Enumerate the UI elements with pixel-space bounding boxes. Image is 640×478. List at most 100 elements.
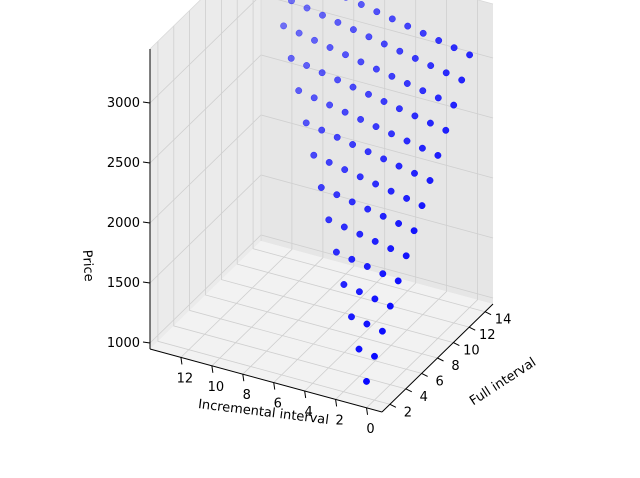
data-point [319,11,326,19]
z-tick [142,341,151,344]
data-point [357,58,365,66]
data-point [348,255,356,263]
data-point [404,22,412,30]
data-point [341,166,349,174]
data-point [356,173,364,181]
x-tick [304,390,307,399]
data-point [302,119,310,127]
x-tick [335,399,338,407]
data-point [379,212,387,220]
data-point [403,137,411,145]
data-point [303,4,311,12]
x-tick-label: 2 [335,413,343,428]
data-point [349,26,357,34]
data-point [380,98,388,105]
data-point [395,105,403,113]
y-grid-line [157,41,391,405]
data-point [426,177,434,184]
data-point [372,65,380,73]
data-point [371,295,379,303]
data-point [403,80,411,87]
data-point [418,144,426,152]
x-tick [273,382,276,390]
data-point [403,194,411,202]
data-point [419,87,427,95]
data-point [371,352,378,360]
y-grid-line [189,10,422,374]
y-grid-line [173,25,406,390]
data-point [340,223,348,231]
data-point [373,8,381,16]
data-point [365,90,372,98]
data-point [341,108,349,116]
data-point [288,0,295,5]
data-point [395,162,403,170]
y-tick-label: 14 [495,313,512,328]
z-tick-label: 1500 [107,276,140,291]
y-tick [421,372,428,377]
x-tick [242,374,245,382]
z-tick-label: 2000 [107,216,140,231]
x-tick-label: 8 [243,388,251,403]
data-point [378,327,386,335]
data-point [434,94,442,102]
data-point [466,51,474,59]
chart-axes [142,0,494,415]
x-grid-line [242,0,355,375]
x-grid-line [211,0,324,367]
data-point [411,54,419,62]
x-tick-label: 0 [366,422,374,437]
x-axis-line [149,348,383,413]
data-point [363,263,371,270]
data-point [355,345,363,353]
data-point [427,62,435,70]
data-point [356,230,364,238]
data-point [395,220,403,227]
data-point [317,184,325,191]
data-point [287,54,295,62]
data-point [333,133,341,141]
y-tick [389,403,397,408]
y-tick-label: 4 [420,390,428,405]
z-tick [142,101,151,104]
data-point [365,33,373,41]
data-point [387,187,395,195]
data-point [332,248,340,256]
data-point [411,169,418,177]
chart-points [280,0,474,385]
data-point [334,76,342,84]
data-point [434,151,442,159]
y-tick [405,388,413,393]
data-point [379,270,387,278]
data-point [295,29,303,37]
data-point [380,40,388,48]
data-point [349,83,357,91]
z-tick [142,281,151,284]
data-point [340,281,348,288]
data-point [325,216,333,224]
y-tick-label: 12 [479,328,496,343]
x-grid-line [366,0,478,409]
x-grid-line [304,0,417,392]
data-point [357,115,365,123]
data-point [388,15,396,23]
y-tick-label: 8 [451,359,459,374]
x-tick-label: 6 [274,397,282,412]
data-point [311,36,318,44]
data-point [372,180,380,188]
y-tick [468,326,476,331]
data-point [303,62,311,69]
z-tick-label: 2500 [107,156,140,171]
data-point [325,158,333,166]
data-point [363,377,370,385]
y-tick [484,311,492,316]
x-grid-line [180,0,293,358]
data-point [371,237,379,245]
data-point [348,313,355,321]
y-grid-line [205,0,438,359]
data-point [450,44,458,52]
x-tick [366,407,369,415]
pane-top-edge [149,0,494,50]
y-tick [453,342,460,347]
